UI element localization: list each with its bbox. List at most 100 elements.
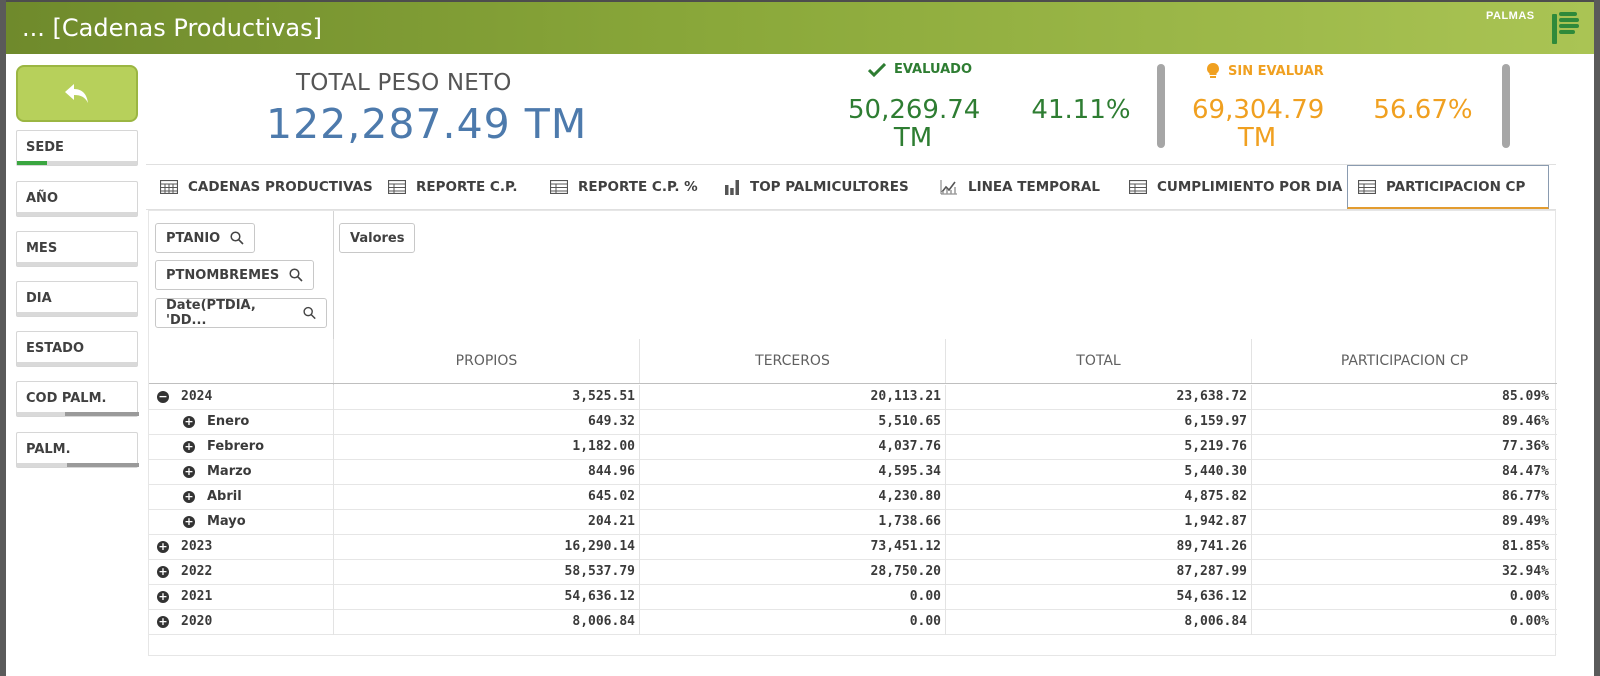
expand-icon[interactable]: + (157, 614, 169, 628)
cell-divider (1251, 510, 1252, 535)
filter-dia[interactable]: DIA (16, 281, 138, 317)
row-label[interactable]: −2024 (157, 389, 212, 404)
column-header-participacion-cp[interactable]: PARTICIPACION CP (1251, 339, 1557, 383)
table-cell: 844.96 (588, 464, 635, 479)
expand-icon[interactable]: + (157, 539, 169, 553)
table-cell: 1,942.87 (1184, 514, 1247, 529)
kpi-evaluado-header: EVALUADO (868, 62, 972, 77)
expand-icon[interactable]: + (157, 589, 169, 603)
expand-icon[interactable]: + (183, 439, 195, 453)
column-header-propios[interactable]: PROPIOS (333, 339, 639, 383)
cell-divider (639, 610, 640, 635)
expand-icon[interactable]: + (183, 514, 195, 528)
back-arrow-icon (65, 83, 88, 103)
tab-participacion-cp[interactable]: PARTICIPACION CP (1347, 165, 1549, 209)
dimension-chip-ptdia[interactable]: Date(PTDIA, 'DD... (155, 298, 327, 328)
table-cell: 5,510.65 (878, 414, 941, 429)
tab-reporte-cp-pct[interactable]: REPORTE C.P. % (550, 165, 698, 209)
dimension-chip-ptanio[interactable]: PTANIO (155, 223, 256, 253)
bar-chart-icon (725, 180, 739, 195)
cell-divider (945, 410, 946, 435)
cell-divider (945, 585, 946, 610)
cell-divider (333, 435, 334, 460)
cell-divider (945, 510, 946, 535)
table-row: +2023 16,290.14 73,451.12 89,741.26 81.85% (149, 535, 1557, 560)
table-row: +2021 54,636.12 0.00 54,636.12 0.00% (149, 585, 1557, 610)
column-header-terceros[interactable]: TERCEROS (639, 339, 945, 383)
collapse-icon[interactable]: − (157, 389, 169, 403)
filter-palm[interactable]: PALM. (16, 432, 139, 468)
tab-top-palmicultores[interactable]: TOP PALMICULTORES (724, 165, 909, 209)
table-cell: 87,287.99 (1176, 564, 1247, 579)
table-icon (1358, 179, 1376, 194)
filter-sede[interactable]: SEDE (16, 130, 138, 166)
cell-divider (639, 585, 640, 610)
search-icon[interactable] (230, 231, 244, 245)
kpi-sin-evaluar-label: SIN EVALUAR (1228, 63, 1324, 79)
values-chip[interactable]: Valores (339, 223, 416, 253)
filter-anio[interactable]: AÑO (16, 181, 138, 217)
row-label-text: 2022 (181, 564, 213, 579)
kpi-evaluado-amount: 50,269.74 (848, 95, 981, 125)
cell-divider (1251, 485, 1252, 510)
cell-divider (1251, 585, 1252, 610)
filter-mes[interactable]: MES (16, 231, 138, 267)
row-label[interactable]: +2021 (157, 589, 212, 604)
table-cell: 6,159.97 (1184, 414, 1247, 429)
tab-cumplimiento-por-dia[interactable]: CUMPLIMIENTO POR DIA (1129, 165, 1342, 209)
brand-name: PALMAS (1486, 10, 1535, 22)
table-icon (160, 180, 178, 194)
app-header: ... [Cadenas Productivas] PALMAS (6, 0, 1594, 54)
row-label[interactable]: + Marzo (183, 464, 252, 479)
table-cell: 85.09% (1502, 389, 1549, 404)
row-label[interactable]: +2022 (157, 564, 212, 579)
table-row: + Febrero 1,182.00 4,037.76 5,219.76 77.36% (149, 435, 1557, 460)
back-button[interactable] (16, 65, 138, 122)
tab-cadenas-productivas[interactable]: CADENAS PRODUCTIVAS (160, 165, 373, 209)
table-icon (1129, 180, 1147, 194)
sheet-title: ... [Cadenas Productivas] (22, 14, 322, 42)
palmas-logo-icon (1552, 12, 1579, 44)
kpi-evaluado-unit: TM (893, 123, 933, 153)
table-cell: 4,875.82 (1184, 489, 1247, 504)
expand-icon[interactable]: + (183, 464, 195, 478)
column-header-total[interactable]: TOTAL (945, 339, 1251, 383)
expand-icon[interactable]: + (183, 489, 195, 503)
row-label[interactable]: + Febrero (183, 439, 264, 454)
table-cell: 28,750.20 (870, 564, 941, 579)
kpi-sin-evaluar-pct: 56.67% (1373, 95, 1473, 125)
kpi-evaluado-pct: 41.11% (1031, 95, 1131, 125)
tab-reporte-cp[interactable]: REPORTE C.P. (388, 165, 518, 209)
row-label[interactable]: + Abril (183, 489, 242, 504)
table-cell: 3,525.51 (572, 389, 635, 404)
filter-selection-bar (17, 212, 137, 216)
row-label[interactable]: +2023 (157, 539, 212, 554)
table-cell: 0.00 (909, 589, 941, 604)
table-cell: 649.32 (588, 414, 635, 429)
search-icon[interactable] (303, 306, 316, 320)
table-cell: 4,230.80 (878, 489, 941, 504)
expand-icon[interactable]: + (157, 564, 169, 578)
filter-cod-palm[interactable]: COD PALM. (16, 381, 139, 417)
search-icon[interactable] (289, 268, 303, 282)
filter-selection-bar (17, 362, 137, 366)
row-label[interactable]: + Mayo (183, 514, 246, 529)
tab-label: CUMPLIMIENTO POR DIA (1157, 179, 1343, 195)
expand-icon[interactable]: + (183, 414, 195, 428)
filter-selection-bar (17, 463, 139, 467)
row-label[interactable]: +2020 (157, 614, 212, 629)
row-label[interactable]: + Enero (183, 414, 249, 429)
dimension-chip-ptnombremes[interactable]: PTNOMBREMES (155, 260, 315, 290)
filter-estado[interactable]: ESTADO (16, 331, 138, 367)
table-cell: 1,738.66 (878, 514, 941, 529)
cell-divider (639, 385, 640, 410)
cell-divider (945, 435, 946, 460)
cell-divider (639, 485, 640, 510)
table-cell: 0.00% (1509, 589, 1549, 604)
table-icon (550, 180, 568, 194)
table-cell: 89,741.26 (1176, 539, 1247, 554)
row-label-text: Abril (207, 489, 242, 504)
tab-linea-temporal[interactable]: LINEA TEMPORAL (940, 165, 1100, 209)
table-cell: 4,595.34 (878, 464, 941, 479)
filter-label: ESTADO (26, 341, 85, 356)
